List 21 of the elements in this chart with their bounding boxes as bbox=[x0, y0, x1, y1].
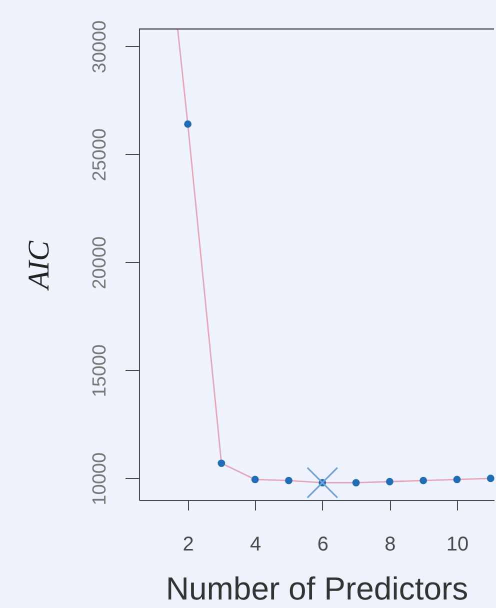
x-tick-label: 2 bbox=[182, 534, 194, 556]
point bbox=[251, 476, 259, 484]
x-tick-label: 4 bbox=[250, 534, 262, 556]
point bbox=[285, 476, 292, 484]
y-axis-title: AIC bbox=[22, 240, 56, 292]
point bbox=[352, 479, 360, 486]
y-tick-label: 15000 bbox=[90, 344, 110, 398]
point bbox=[386, 478, 394, 486]
x-tick-label: 6 bbox=[317, 534, 328, 556]
point bbox=[420, 476, 428, 484]
x-tick-label: 8 bbox=[384, 534, 396, 556]
point bbox=[453, 476, 461, 484]
x-axis-title: Number of Predictors bbox=[166, 570, 468, 606]
y-tick-label: 30000 bbox=[90, 20, 110, 74]
point bbox=[184, 120, 192, 128]
point bbox=[486, 474, 494, 482]
x-tick-label: 10 bbox=[446, 534, 469, 556]
y-tick-label: 20000 bbox=[90, 236, 110, 290]
point bbox=[218, 460, 226, 467]
y-tick-label: 10000 bbox=[90, 452, 110, 506]
y-tick-label: 25000 bbox=[90, 128, 110, 182]
